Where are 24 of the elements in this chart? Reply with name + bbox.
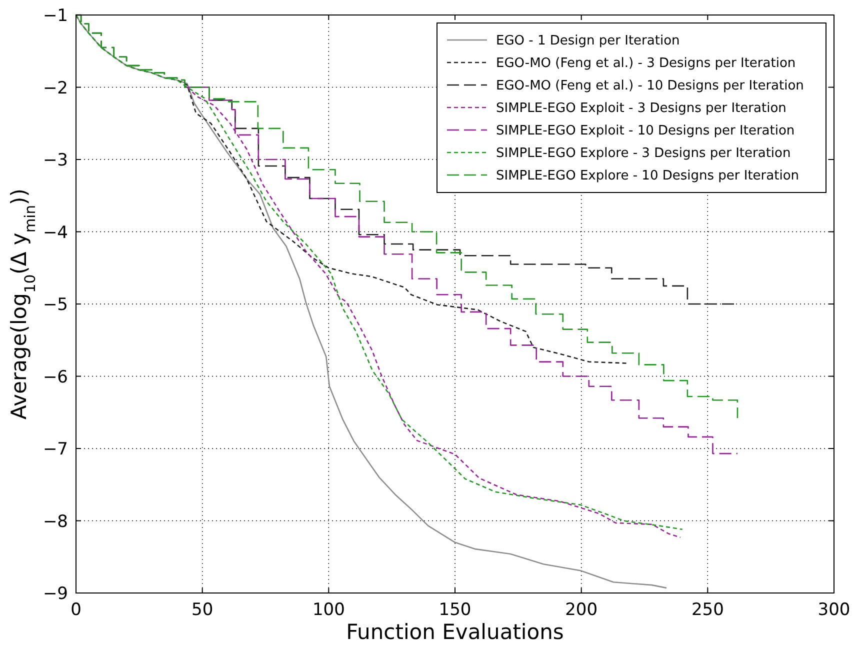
legend-label: SIMPLE-EGO Explore - 10 Designs per Iteration [496, 168, 800, 184]
x-tick-label: 50 [192, 600, 214, 620]
y-tick-label: −1 [42, 6, 68, 26]
y-tick-label: −9 [42, 584, 68, 604]
x-axis-title: Function Evaluations [346, 620, 564, 644]
x-tick-label: 0 [70, 600, 82, 620]
y-tick-label: −3 [42, 150, 68, 170]
legend-label: SIMPLE-EGO Exploit - 10 Designs per Iteration [496, 124, 795, 138]
x-tick-label: 200 [565, 600, 598, 620]
legend-label: SIMPLE-EGO Exploit - 3 Designs per Iteration [496, 101, 786, 116]
legend-label: EGO-MO (Feng et al.) - 10 Designs per Iteration [496, 78, 804, 94]
y-tick-label: −7 [42, 440, 68, 460]
x-tick-label: 300 [818, 600, 850, 620]
y-tick-label: −2 [42, 78, 68, 98]
y-tick-label: −5 [42, 295, 68, 315]
x-tick-label: 250 [691, 600, 724, 620]
y-tick-label: −4 [42, 222, 68, 243]
legend-label: SIMPLE-EGO Explore - 3 Designs per Iteration [496, 146, 791, 161]
legend-label: EGO-MO (Feng et al.) - 3 Designs per Iteration [496, 56, 796, 71]
y-tick-label: −8 [42, 512, 68, 532]
x-tick-label: 100 [312, 600, 345, 620]
x-tick-label: 150 [438, 600, 472, 620]
y-tick-label: −6 [42, 367, 68, 388]
legend-label: EGO - 1 Design per Iteration [496, 34, 680, 48]
